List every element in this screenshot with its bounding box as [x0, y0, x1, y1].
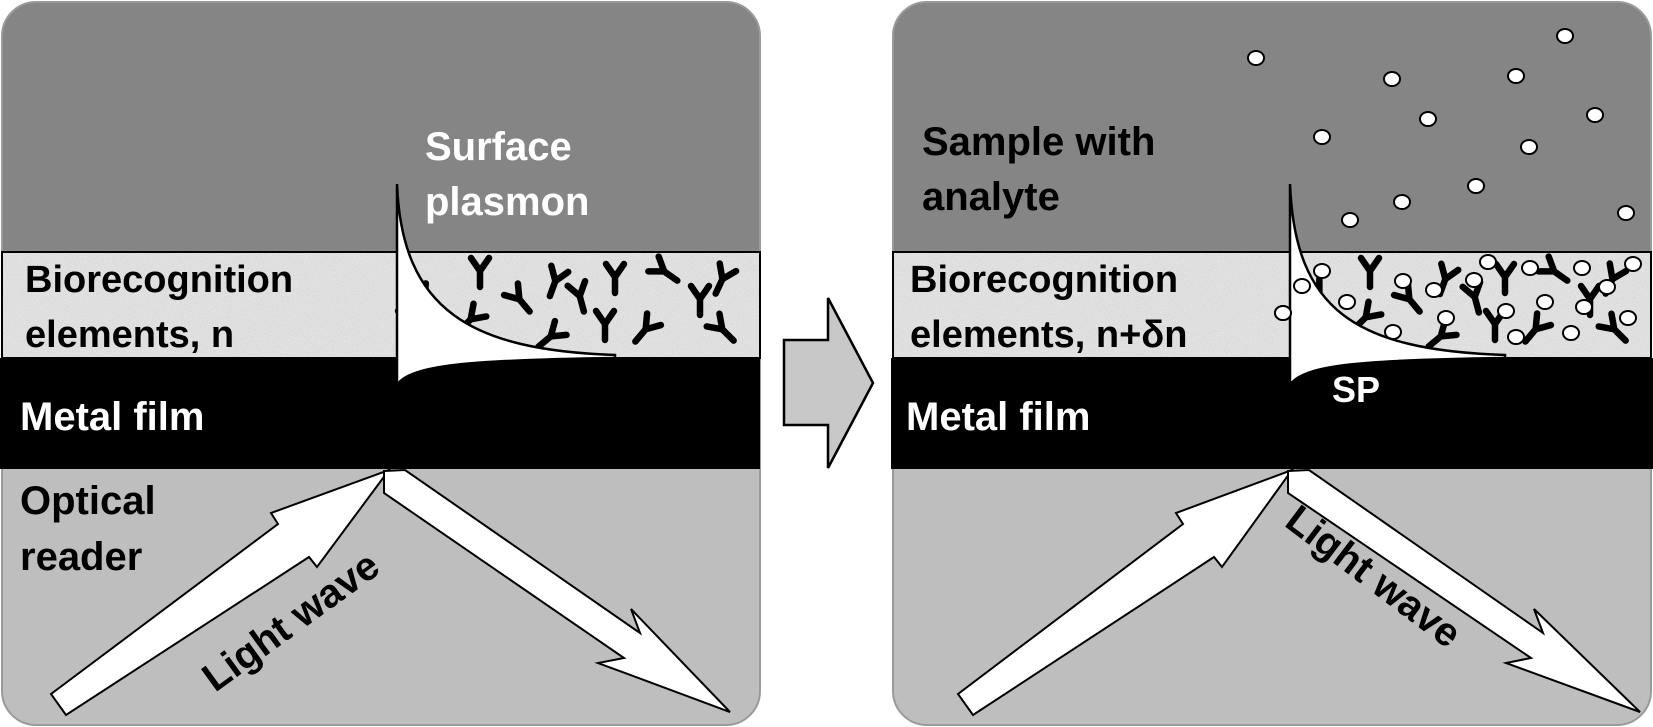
analyte-particle-icon	[1624, 256, 1642, 272]
analyte-particle-icon	[1521, 260, 1539, 276]
analyte-particle-icon	[1573, 260, 1591, 276]
analyte-particles-free	[1247, 28, 1635, 228]
sp-label: SP	[1332, 369, 1380, 410]
metal-film-label: Metal film	[906, 395, 1090, 439]
reflected-light-arrow	[383, 468, 731, 713]
analyte-particle-icon	[1437, 310, 1455, 326]
analyte-particle-icon	[1497, 303, 1515, 319]
analyte-particles-edge	[1274, 278, 1311, 321]
analyte-particle-icon	[1575, 299, 1593, 315]
analyte-particle-icon	[1586, 107, 1604, 123]
analyte-particle-icon	[1465, 272, 1483, 288]
analyte-particle-icon	[1520, 139, 1538, 155]
analyte-particle-icon	[1619, 310, 1637, 326]
sample-label-line2: analyte	[922, 175, 1060, 219]
analyte-particle-icon	[1507, 68, 1525, 84]
analyte-particle-icon	[1393, 194, 1411, 210]
analyte-particle-icon	[1293, 278, 1311, 294]
analyte-particle-icon	[1425, 282, 1443, 298]
surface-plasmon-label: Surface plasmon	[425, 125, 589, 224]
analyte-particle-icon	[1507, 329, 1525, 345]
analyte-particle-icon	[1536, 294, 1554, 310]
right-panel: Sample with analyte Biorecognition eleme…	[891, 1, 1653, 726]
metal-film-label: Metal film	[20, 395, 204, 439]
analyte-particle-icon	[1383, 71, 1401, 87]
surface-plasmon-label-line2: plasmon	[425, 180, 589, 224]
analyte-particle-icon	[1479, 254, 1497, 270]
surface-plasmon-label-line1: Surface	[425, 125, 572, 169]
analyte-particle-icon	[1467, 178, 1485, 194]
metal-film	[0, 358, 760, 469]
sample-label-line1: Sample with	[922, 120, 1155, 164]
optical-reader-label-line1: Optical	[20, 479, 156, 523]
left-panel: Surface plasmon Biorecognition elements,…	[0, 1, 761, 726]
bio-elements-label: Biorecognition elements, n+δn	[910, 259, 1189, 356]
reflected-light-arrow	[1287, 468, 1641, 713]
analyte-particle-icon	[1313, 129, 1331, 145]
sample-region	[2, 2, 760, 252]
bio-elements-label-line2: elements, n+δn	[910, 314, 1188, 356]
surface-plasmon-field	[1288, 183, 1507, 390]
bio-elements-label-line1: Biorecognition	[910, 259, 1178, 301]
analyte-particle-icon	[1338, 294, 1356, 310]
analyte-particle-icon	[1247, 50, 1265, 66]
surface-plasmon-field	[395, 183, 617, 390]
sample-label: Sample with analyte	[922, 120, 1167, 219]
incident-light-arrow	[956, 467, 1295, 717]
analyte-particle-icon	[1617, 205, 1635, 221]
analyte-particle-icon	[1562, 325, 1580, 341]
transition-arrow-icon	[782, 297, 875, 469]
analyte-particle-icon	[1341, 212, 1359, 228]
analyte-particle-icon	[1419, 111, 1437, 127]
analyte-particle-icon	[1598, 279, 1616, 295]
optical-reader-label: Optical reader	[20, 479, 167, 579]
bio-elements-label-line2: elements, n	[25, 314, 234, 356]
bio-elements-label-line1: Biorecognition	[25, 259, 293, 301]
bio-elements-label: Biorecognition elements, n	[25, 259, 304, 356]
optical-reader-region	[2, 469, 760, 725]
analyte-particle-icon	[1313, 263, 1331, 279]
metal-film	[891, 358, 1653, 469]
optical-reader-label-line2: reader	[20, 535, 142, 579]
sample-region	[893, 2, 1651, 252]
incident-light-arrow	[49, 467, 392, 717]
analyte-particle-icon	[1556, 28, 1574, 44]
analyte-particle-icon	[1394, 273, 1412, 289]
analyte-particle-icon	[1274, 305, 1292, 321]
